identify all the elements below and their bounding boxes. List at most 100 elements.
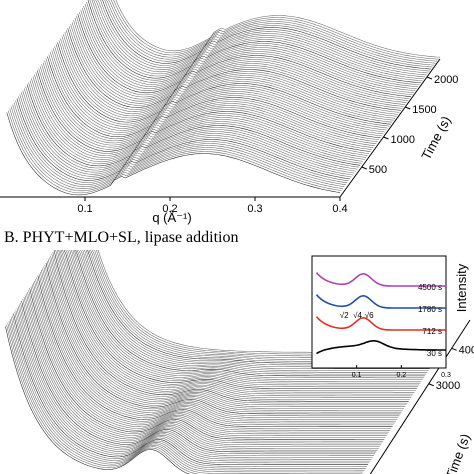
inset-x-tick-label: 0.3 [441, 372, 451, 379]
panel-a-curve [29, 80, 364, 163]
panel-b-curve [49, 257, 405, 409]
panel-a-curve [97, 0, 429, 74]
panel-b-curve [8, 320, 364, 473]
panel-b-curve [32, 282, 388, 435]
panel-b-time-axis-label: Time (s) [443, 432, 473, 474]
panel-b-curve [75, 250, 425, 377]
panel-b-curve [44, 264, 400, 417]
inset-series-line [316, 340, 446, 355]
panel-a-curve [91, 0, 425, 80]
panel-b-curve [62, 250, 416, 391]
panel-a-curve [39, 66, 374, 148]
panel-b-curve [9, 319, 365, 471]
panel-a-curve [51, 50, 385, 133]
panel-a-axes: 0.1 0.2 0.3 0.4 500 1000 1500 2000 [0, 58, 458, 215]
panel-a-time-tick [405, 106, 411, 110]
panel-b-curve [5, 326, 191, 474]
panel-a-x-tick-label: 0.1 [77, 203, 92, 215]
panel-b-curve [76, 250, 427, 375]
panel-a-curve [58, 40, 393, 123]
inset-series-label: 30 s [427, 349, 442, 358]
panel-b-curves [5, 250, 440, 474]
panel-b-curve [56, 250, 411, 398]
inset-chart: 4500 s 1780 s 712 s 30 s √2 √4 √6 0.1 0.2 0.3 [311, 255, 451, 379]
panel-b-curve [24, 295, 380, 447]
panel-b-curve [20, 302, 376, 455]
panel-b-curve [72, 250, 423, 380]
panel-a-curve [89, 0, 423, 82]
panel-a-curve [86, 1, 420, 86]
panel-a-curve [76, 16, 410, 99]
panel-a-x-tick-label: 0.3 [247, 203, 262, 215]
panel-a-time-tick [361, 166, 367, 170]
panel-a-curve [84, 4, 419, 88]
panel-a-curve [54, 46, 388, 129]
panel-b-curve [27, 291, 382, 444]
panel-a-time-tick [383, 136, 389, 140]
panel-a-curve [48, 54, 383, 137]
panel-a-curve [83, 6, 417, 90]
panel-a-curve [23, 88, 358, 171]
panel-b-curve [80, 250, 429, 371]
panel-a-curve [95, 0, 428, 76]
panel-a-curve [81, 8, 416, 92]
panel-b-curve [30, 286, 386, 438]
inset-series-line [315, 294, 446, 309]
panel-a-x-tick-label: 0.4 [332, 203, 347, 215]
panel-b-curve [31, 284, 387, 436]
panel-b-time-tick [451, 347, 457, 351]
panel-a-curve [104, 0, 433, 68]
panel-b-curve [23, 297, 379, 449]
panel-b-axes: 3000 4000 [369, 319, 474, 474]
panel-a-curve [21, 92, 355, 175]
panel-b-curve [43, 266, 399, 418]
panel-b-curve [65, 250, 418, 388]
panel-a-curve [31, 78, 365, 160]
panel-b-curve [51, 253, 407, 406]
panel-a-curve [45, 58, 380, 141]
panel-b-curve [48, 259, 403, 411]
panel-a-curve [61, 36, 396, 119]
panel-b-curve [63, 250, 417, 389]
panel-a-curve [73, 20, 407, 103]
panel-b-time-tick-label: 4000 [459, 344, 474, 356]
panel-a-curve [71, 22, 406, 105]
panel-a-time-axis [339, 58, 441, 198]
panel-a-curve [41, 64, 375, 146]
panel-b-curve [19, 304, 374, 456]
inset-series-line [315, 272, 446, 287]
panel-b-curve [42, 268, 398, 420]
panel-b-curve [55, 250, 410, 400]
panel-a-curve [10, 106, 345, 189]
panel-a-curve [77, 14, 412, 97]
panel-a-curve [108, 0, 436, 64]
panel-b-curve [50, 255, 406, 407]
panel-a-curve [9, 108, 343, 192]
panel-a-curve [7, 110, 342, 194]
panel-b-time-tick [428, 383, 434, 387]
panel-a-curve [18, 96, 352, 179]
panel-a-curve [115, 0, 441, 58]
panel-a-curve [65, 30, 400, 113]
panel-b-curve [39, 271, 395, 424]
panel-b-title: B. PHYT+MLO+SL, lipase addition [4, 229, 239, 246]
panel-a-curve [25, 86, 359, 169]
panel-a-curve [34, 74, 368, 156]
panel-a-x-tick-label: 0.2 [162, 203, 177, 215]
panel-b-curve [41, 270, 396, 422]
panel-a-curve [12, 104, 346, 187]
panel-a-curve [106, 0, 435, 66]
panel-b-curve [26, 293, 381, 446]
panel-a-curve [113, 0, 439, 60]
panel-b-y-axis-label: Intensity [454, 263, 469, 312]
panel-a-curve [35, 72, 370, 154]
panel-a-time-axis-label: Time (s) [418, 114, 453, 163]
panel-b-curve [45, 262, 401, 415]
inset-series-label: 4500 s [418, 283, 442, 292]
panel-a-curve [42, 62, 377, 145]
inset-peak-label: √6 [365, 311, 374, 320]
panel-b-curve [28, 290, 384, 442]
panel-a-curve [74, 18, 409, 101]
panel-b-curve [69, 250, 421, 384]
panel-b-chart: 3000 4000 Time (s) Intensity 4500 s 1780 s… [5, 250, 474, 474]
